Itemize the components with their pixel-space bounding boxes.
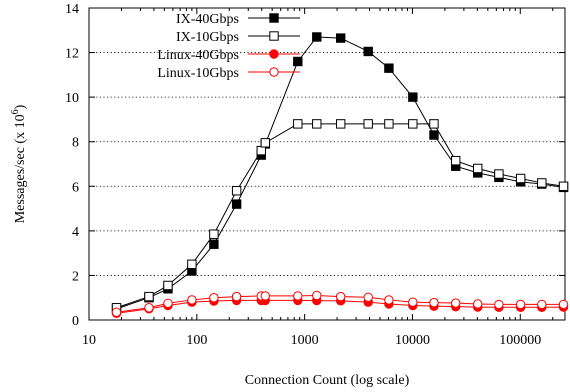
data-point [231,199,242,209]
data-point [231,186,242,196]
data-point [429,119,439,129]
data-point [312,119,322,129]
data-point [537,178,547,188]
data-point [408,119,418,129]
data-point [363,119,373,129]
data-point [209,239,219,249]
legend-marker [269,67,279,77]
data-point [558,299,569,310]
legend-marker [269,31,279,41]
data-point [293,56,303,67]
data-point [163,298,173,308]
data-point [429,130,439,140]
series-lines [111,32,569,319]
x-tick-label: 10000 [395,333,430,348]
data-point [494,299,504,310]
data-point [293,119,303,129]
data-point [187,295,197,305]
y-axis-label: Messages/sec (x 106) [10,104,28,223]
data-point [256,145,266,156]
y-tick-label: 4 [72,225,79,240]
data-point [187,259,197,269]
legend-label: Linux-40Gbps [157,48,239,63]
legend-label: IX-40Gbps [176,12,239,27]
data-point [293,291,303,301]
y-tick-label: 6 [72,180,79,195]
legend-entry: Linux-10Gbps [157,66,300,81]
axis-ticks: 0 2 4 6 8 10 12 14 10 100 1000 10000 100000 [65,2,565,348]
y-axis-label-exponent: 6 [10,109,21,114]
data-point [515,173,526,184]
legend: IX-40Gbps IX-10Gbps Linux-40Gbps Linux-10Gb… [157,12,300,81]
x-tick-label: 1000 [291,333,319,348]
legend-label: IX-10Gbps [176,30,239,45]
data-point [335,119,346,129]
legend-entry: Linux-40Gbps [157,48,300,63]
y-axis-label-close: ) [13,104,28,109]
legend-label: Linux-10Gbps [157,66,239,81]
x-tick-label: 100 [186,333,207,348]
data-point [384,63,394,73]
data-point [312,290,322,301]
legend-entry: IX-10Gbps [176,30,300,45]
y-tick-label: 12 [65,47,79,62]
data-point [260,138,271,148]
data-point [473,163,483,174]
data-point [144,303,154,313]
data-point [363,292,373,302]
plot-frame [88,7,566,321]
data-point [494,169,504,179]
data-point [363,46,373,57]
data-point [473,299,483,309]
y-tick-label: 14 [65,2,79,17]
data-point [260,291,271,301]
data-point [384,119,394,129]
y-tick-label: 0 [72,314,79,329]
data-point [209,293,219,303]
data-point [537,299,547,310]
data-point [558,181,569,191]
data-point [231,291,242,302]
y-tick-label: 8 [72,136,79,151]
legend-entry: IX-40Gbps [176,12,300,27]
data-point [312,32,322,42]
data-point [384,295,394,305]
series-ix-10gbps [111,119,569,313]
x-axis-label: Connection Count (log scale) [245,373,410,388]
data-point [209,229,219,239]
data-point [163,280,173,291]
series-line [116,123,564,309]
data-point [408,297,418,307]
data-point [335,33,346,43]
data-point [429,297,439,308]
data-point [451,298,461,308]
legend-marker [269,13,279,23]
data-point [111,307,122,317]
y-tick-label: 10 [65,91,79,106]
data-point [144,291,154,302]
grid-lines [89,52,565,276]
series-linux-10gbps [111,290,569,317]
data-point [515,299,526,310]
x-tick-label: 10 [82,333,96,348]
data-point [335,291,346,302]
data-point [408,92,418,102]
x-tick-label: 100000 [499,333,541,348]
data-point [451,155,461,166]
y-tick-label: 2 [72,269,79,284]
legend-marker [269,49,279,59]
y-axis-label-main: Messages/sec (x 10 [13,114,28,223]
